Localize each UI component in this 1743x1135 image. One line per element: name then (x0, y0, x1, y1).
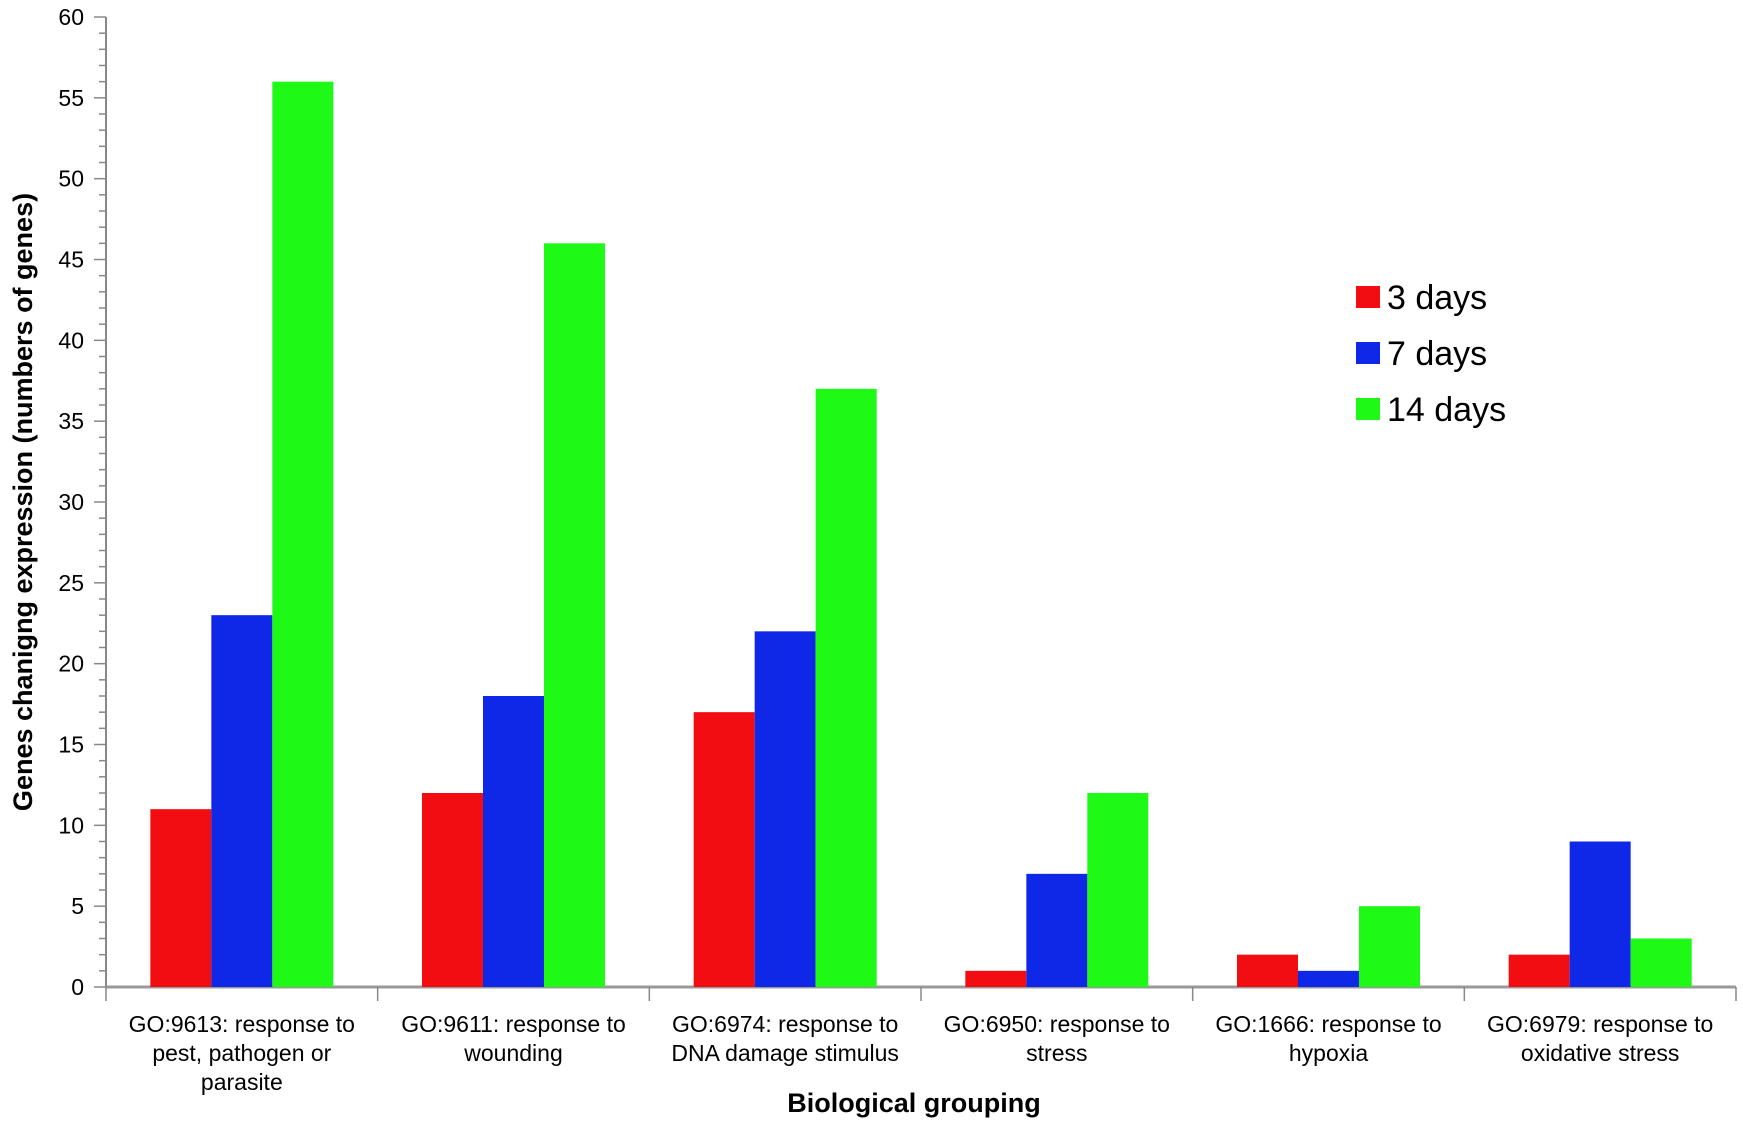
legend-swatch (1356, 342, 1380, 364)
y-tick-label: 5 (71, 893, 84, 919)
y-tick-label: 40 (58, 327, 84, 353)
bar-3-days-1 (150, 809, 212, 987)
y-tick-label: 25 (58, 570, 84, 596)
bar-3-days-5 (1237, 954, 1298, 987)
y-tick-label: 35 (58, 408, 84, 434)
y-tick-label: 45 (58, 247, 84, 273)
bar-7-days-5 (1298, 970, 1359, 987)
y-tick-label: 55 (58, 85, 84, 111)
y-tick-label: 10 (58, 812, 84, 838)
y-tick-label: 60 (58, 4, 84, 30)
bar-7-days-4 (1026, 873, 1088, 987)
bar-14-days-2 (544, 243, 605, 988)
legend-label: 14 days (1387, 391, 1506, 429)
bar-14-days-5 (1359, 906, 1420, 987)
x-tick-label: GO:6979: response to (1487, 1011, 1713, 1037)
bar-3-days-2 (422, 793, 483, 987)
bar-7-days-6 (1569, 841, 1631, 987)
x-tick-label: stress (1026, 1040, 1087, 1066)
legend-swatch (1356, 286, 1380, 308)
bar-14-days-1 (272, 81, 334, 987)
bars (150, 81, 1692, 988)
bar-7-days-2 (483, 696, 544, 987)
x-tick-label: wounding (463, 1040, 562, 1066)
legend-label: 7 days (1387, 335, 1487, 373)
x-tick-label: parasite (201, 1069, 283, 1095)
bar-3-days-3 (693, 712, 755, 987)
x-tick-label: DNA damage stimulus (671, 1040, 899, 1066)
x-tick-label: oxidative stress (1521, 1040, 1680, 1066)
x-tick-label: GO:6950: response to (944, 1011, 1170, 1037)
y-tick-label: 0 (71, 974, 84, 1000)
legend: 3 days 7 days 14 days (1356, 279, 1506, 429)
y-tick-label: 20 (58, 651, 84, 677)
axes (94, 16, 1737, 1001)
bar-3-days-4 (965, 970, 1027, 987)
y-tick-label: 30 (58, 489, 84, 515)
x-tick-label: GO:9613: response to (129, 1011, 355, 1037)
x-tick-label: pest, pathogen or (152, 1040, 331, 1066)
x-tick-label: hypoxia (1289, 1040, 1368, 1066)
labels: 0 5 10 15 20 25 30 35 40 45 50 55 60 GO:9613: respons… (58, 4, 1713, 1095)
x-axis-label: Biological grouping (787, 1088, 1040, 1118)
bar-14-days-6 (1630, 938, 1692, 987)
legend-swatch (1356, 398, 1380, 420)
bar-14-days-4 (1087, 793, 1149, 987)
bar-7-days-3 (754, 631, 816, 987)
y-axis-label: Genes chanigng expression (numbers of ge… (8, 193, 38, 811)
y-tick-label: 15 (58, 732, 84, 758)
legend-label: 3 days (1387, 279, 1487, 317)
x-tick-label: GO:1666: response to (1215, 1011, 1441, 1037)
bar-7-days-1 (211, 615, 273, 987)
y-tick-label: 50 (58, 166, 84, 192)
bar-14-days-3 (815, 388, 877, 987)
x-tick-label: GO:9611: response to (401, 1011, 626, 1037)
bar-3-days-6 (1508, 954, 1570, 987)
x-tick-label: GO:6974: response to (672, 1011, 898, 1037)
